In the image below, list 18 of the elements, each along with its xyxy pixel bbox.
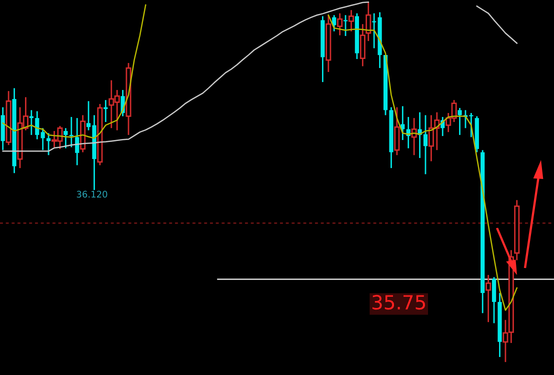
candlestick (35, 110, 40, 140)
candlestick (366, 1, 372, 42)
candlestick (337, 12, 343, 36)
candlestick (64, 127, 68, 149)
annotation: 36.120 (76, 190, 108, 198)
candlestick (46, 132, 51, 156)
candlestick (75, 117, 80, 166)
candlestick (40, 127, 45, 151)
candlestick (486, 274, 492, 323)
candlestick (104, 99, 108, 123)
candlestick (492, 276, 496, 324)
candlestick (394, 106, 400, 156)
candlestick (348, 9, 354, 32)
candlestick (360, 23, 366, 67)
candlestick (29, 109, 34, 136)
annotation: 35.75 (372, 294, 425, 310)
candlestick (411, 117, 417, 156)
candlestick (458, 107, 462, 136)
